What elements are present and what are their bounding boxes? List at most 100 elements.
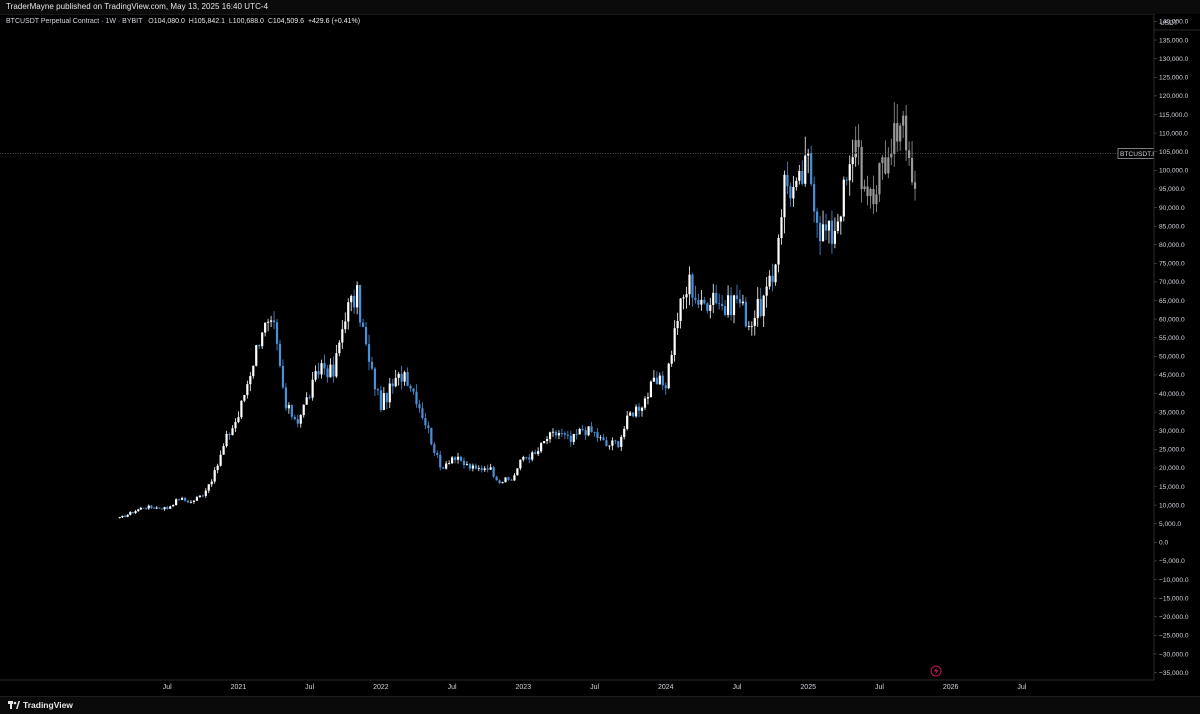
candle-body xyxy=(228,433,231,436)
candle-body xyxy=(272,320,276,323)
candle-body xyxy=(198,495,201,498)
candle-body xyxy=(492,467,495,477)
candle-body xyxy=(554,431,558,436)
candle-body xyxy=(299,415,302,424)
candle-body xyxy=(661,375,664,386)
candle-body xyxy=(667,363,670,389)
candle-body xyxy=(332,364,335,377)
candle-body xyxy=(629,412,632,416)
candle-body xyxy=(439,454,442,468)
candle-body xyxy=(545,439,549,442)
candle-body xyxy=(626,415,629,429)
projection-body xyxy=(881,157,884,164)
candle-body xyxy=(611,440,614,446)
candle-body xyxy=(451,457,454,464)
price-tick-label: 35,000.0 xyxy=(1159,409,1185,416)
price-tick-label: 95,000.0 xyxy=(1159,186,1185,193)
price-tick-label: 120,000.0 xyxy=(1159,93,1189,100)
candle-body xyxy=(735,295,739,300)
symbol-title: BTCUSDT Perpetual Contract · 1W · BYBIT xyxy=(6,18,143,25)
candle-body xyxy=(495,476,498,481)
candle-body xyxy=(317,371,320,375)
candle-body xyxy=(566,434,569,436)
candle-body xyxy=(412,388,415,392)
candle-body xyxy=(551,431,555,433)
candle-body xyxy=(646,397,650,399)
projection-body xyxy=(890,153,893,158)
candle-body xyxy=(501,482,504,484)
projection-body xyxy=(857,140,860,147)
tradingview-logo[interactable]: TradingView xyxy=(8,700,73,710)
price-tick-label: 25,000.0 xyxy=(1159,447,1185,454)
candle-body xyxy=(118,517,121,519)
candle-body xyxy=(207,484,210,491)
candle-body xyxy=(599,437,602,439)
projection-body xyxy=(869,188,872,197)
candle-body xyxy=(768,275,771,287)
candle-body xyxy=(477,468,480,469)
candle-body xyxy=(134,511,137,514)
candle-body xyxy=(691,274,694,298)
projection-body xyxy=(854,140,857,153)
candle-body xyxy=(409,385,412,389)
time-tick-label: Jul xyxy=(1017,684,1026,691)
projection-body xyxy=(878,163,881,195)
candle-body xyxy=(166,507,169,509)
candle-body xyxy=(516,468,519,476)
candle-body xyxy=(142,507,145,509)
projection-body xyxy=(899,125,902,142)
time-tick-label: 2021 xyxy=(231,684,247,691)
candle-body xyxy=(587,426,590,436)
projection-body xyxy=(872,188,875,205)
price-tick-label: 75,000.0 xyxy=(1159,261,1185,268)
candle-body xyxy=(525,456,528,458)
candle-body xyxy=(519,459,522,469)
candle-body xyxy=(780,217,783,239)
candle-body xyxy=(376,389,380,391)
price-tick-label: 125,000.0 xyxy=(1159,75,1189,82)
candle-body xyxy=(421,408,424,419)
candle-body xyxy=(542,441,546,444)
candle-body xyxy=(126,514,129,517)
candle-body xyxy=(836,221,839,231)
candle-body xyxy=(234,422,237,429)
symbol-tag: BTCUSDT.P xyxy=(1120,151,1157,158)
projection-body xyxy=(907,150,911,158)
price-tick-label: 135,000.0 xyxy=(1159,37,1189,44)
candle-body xyxy=(147,505,150,509)
candle-body xyxy=(480,468,483,471)
candle-body xyxy=(219,454,222,466)
candle-body xyxy=(284,387,288,409)
candle-body xyxy=(131,512,135,514)
candle-body xyxy=(851,157,854,165)
projection-body xyxy=(902,115,905,126)
candle-body xyxy=(581,429,584,431)
candle-body xyxy=(275,322,279,344)
candle-body xyxy=(605,440,608,447)
candle-body xyxy=(385,393,388,403)
candle-body xyxy=(163,507,166,510)
candle-body xyxy=(471,465,474,469)
price-tick-label: 55,000.0 xyxy=(1159,335,1185,342)
time-tick-label: Jul xyxy=(163,684,172,691)
candle-body xyxy=(709,304,712,311)
candle-body xyxy=(364,326,368,345)
candle-body xyxy=(323,363,326,369)
candle-body xyxy=(281,365,285,388)
price-tick-label: 30,000.0 xyxy=(1159,428,1185,435)
candle-body xyxy=(765,286,768,296)
price-tick-label: −5,000.0 xyxy=(1159,558,1185,565)
candle-body xyxy=(465,464,469,465)
candle-body xyxy=(694,297,697,301)
candle-body xyxy=(634,406,638,417)
candle-body xyxy=(534,452,537,454)
candle-body xyxy=(394,377,397,387)
time-tick-label: Jul xyxy=(448,684,457,691)
time-tick-label: 2025 xyxy=(800,684,816,691)
candle-body xyxy=(732,295,736,315)
time-tick-label: Jul xyxy=(733,684,742,691)
projection-body xyxy=(860,146,863,190)
candle-body xyxy=(738,299,742,304)
price-tick-label: 0.0 xyxy=(1159,540,1168,547)
